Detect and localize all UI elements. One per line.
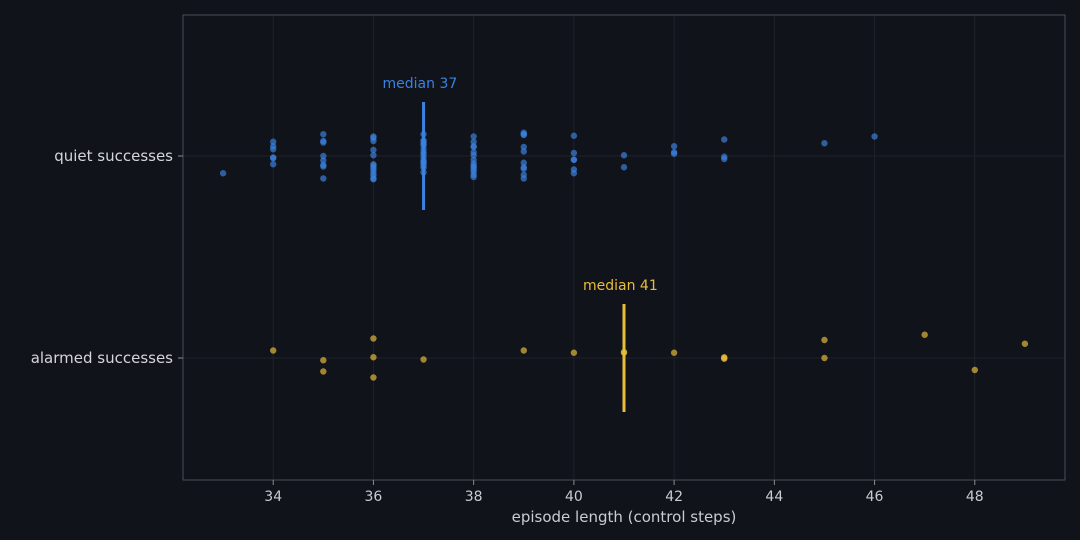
data-point — [670, 143, 678, 150]
x-axis-ticks: 34 36 38 40 42 44 46 48 — [264, 480, 984, 505]
data-point — [721, 354, 728, 361]
data-point — [971, 366, 978, 374]
data-point — [370, 374, 377, 381]
data-point — [270, 154, 277, 161]
data-point — [520, 171, 527, 178]
data-point — [921, 331, 928, 338]
data-point — [670, 349, 678, 356]
x-tick-label: 36 — [365, 489, 383, 505]
median-label: median 37 — [383, 76, 458, 92]
data-point — [620, 164, 628, 171]
data-point — [520, 129, 527, 136]
y-category-label: alarmed successes — [31, 349, 173, 367]
data-point — [320, 161, 327, 169]
y-category-label: quiet successes — [54, 147, 173, 165]
data-point — [520, 164, 527, 171]
data-point — [1021, 340, 1029, 347]
data-point — [570, 349, 578, 356]
x-axis-title: episode length (control steps) — [512, 508, 737, 526]
data-point — [270, 347, 277, 354]
data-point — [570, 132, 578, 139]
data-point — [370, 152, 377, 159]
data-point — [470, 149, 477, 156]
data-point — [370, 146, 377, 154]
data-point — [871, 133, 878, 140]
x-tick-label: 38 — [465, 489, 483, 505]
data-point — [821, 336, 828, 344]
x-tick-label: 34 — [264, 489, 282, 505]
data-point — [320, 357, 327, 364]
data-point — [721, 153, 728, 160]
data-point — [670, 149, 678, 156]
data-point — [470, 156, 477, 163]
data-point — [320, 152, 327, 160]
median-label: median 41 — [583, 278, 658, 294]
data-point — [520, 148, 527, 155]
data-point — [320, 175, 327, 182]
x-tick-label: 44 — [765, 489, 783, 505]
plot-frame — [182, 14, 1066, 481]
x-tick-label: 40 — [565, 489, 583, 505]
data-point — [420, 356, 427, 363]
x-tick-label: 46 — [866, 489, 884, 505]
data-point — [370, 161, 377, 168]
data-point — [270, 138, 277, 145]
data-point — [270, 161, 277, 168]
data-point — [570, 149, 578, 157]
y-axis-categories: quiet successes alarmed successes — [31, 147, 183, 367]
data-point — [370, 335, 377, 342]
data-point — [270, 143, 277, 150]
data-point — [620, 152, 628, 159]
data-point — [721, 136, 728, 143]
data-point — [570, 156, 578, 163]
data-point — [219, 170, 227, 177]
data-point — [821, 140, 828, 147]
data-point — [320, 368, 327, 375]
data-point — [520, 159, 527, 166]
data-points — [219, 129, 1029, 381]
data-point — [470, 133, 477, 140]
data-point — [470, 138, 477, 145]
data-point — [821, 354, 828, 362]
data-point — [570, 166, 578, 173]
data-point — [320, 137, 327, 145]
data-point — [320, 131, 327, 138]
x-tick-label: 48 — [966, 489, 984, 505]
data-point — [370, 133, 377, 140]
data-point — [470, 143, 477, 150]
data-point — [370, 354, 377, 361]
data-point — [520, 143, 527, 151]
median-markers: median 37 median 41 — [383, 76, 658, 412]
x-tick-label: 42 — [665, 489, 683, 505]
data-point — [320, 157, 327, 164]
data-point — [520, 347, 527, 354]
